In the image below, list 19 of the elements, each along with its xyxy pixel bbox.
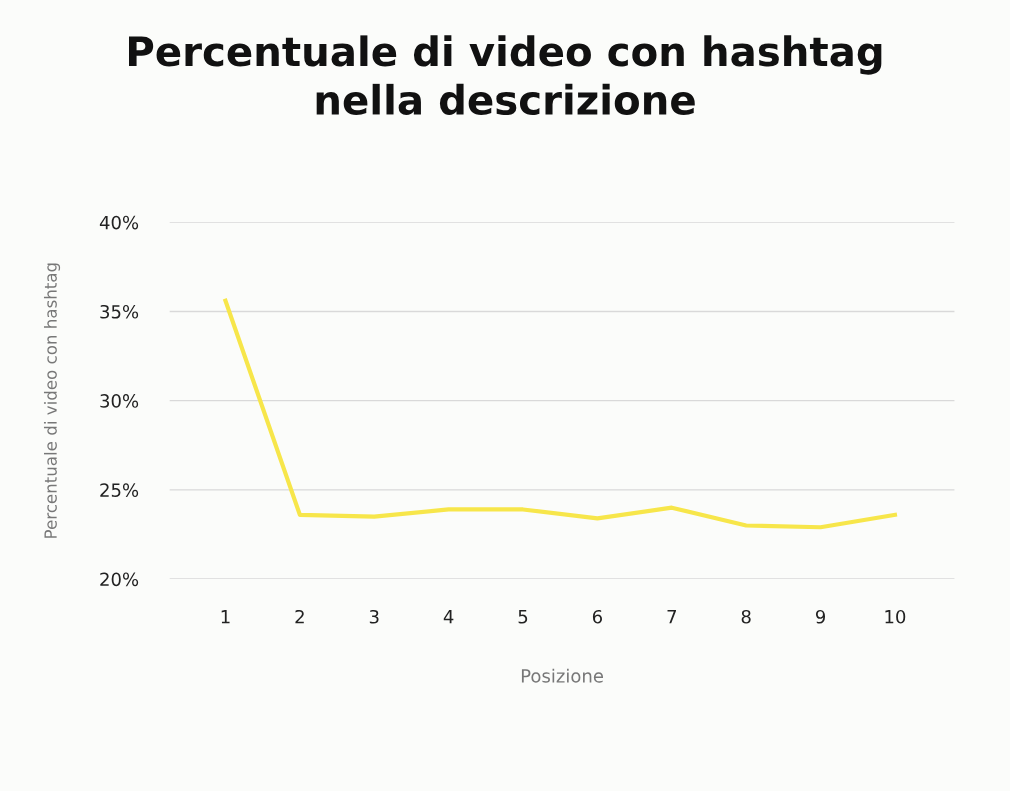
line-series (223, 298, 898, 530)
y-tick-label: 40% (99, 215, 139, 230)
x-tick-label: 4 (443, 610, 454, 624)
y-tick-label: 25% (100, 483, 139, 497)
y-tick-label: 20% (100, 572, 139, 587)
y-axis-title: Percentuale di video con hashtag (43, 263, 61, 538)
x-tick-label: 2 (295, 609, 304, 624)
y-tick-label: 35% (100, 304, 139, 319)
chart-title: Percentuale di video con hashtag nella descrizione (129, 35, 882, 116)
x-tick-label: 3 (369, 609, 379, 624)
x-tick-label: 1 (221, 610, 230, 624)
x-tick-label: 9 (815, 609, 826, 624)
x-tick-label: 6 (592, 609, 603, 624)
x-tick-label: 7 (667, 610, 676, 624)
x-tick-label: 8 (741, 609, 751, 624)
x-axis-title: Posizione (521, 668, 603, 683)
x-tick-label: 10 (885, 609, 906, 624)
y-tick-label: 30% (100, 394, 139, 408)
x-tick-label: 5 (518, 610, 528, 624)
